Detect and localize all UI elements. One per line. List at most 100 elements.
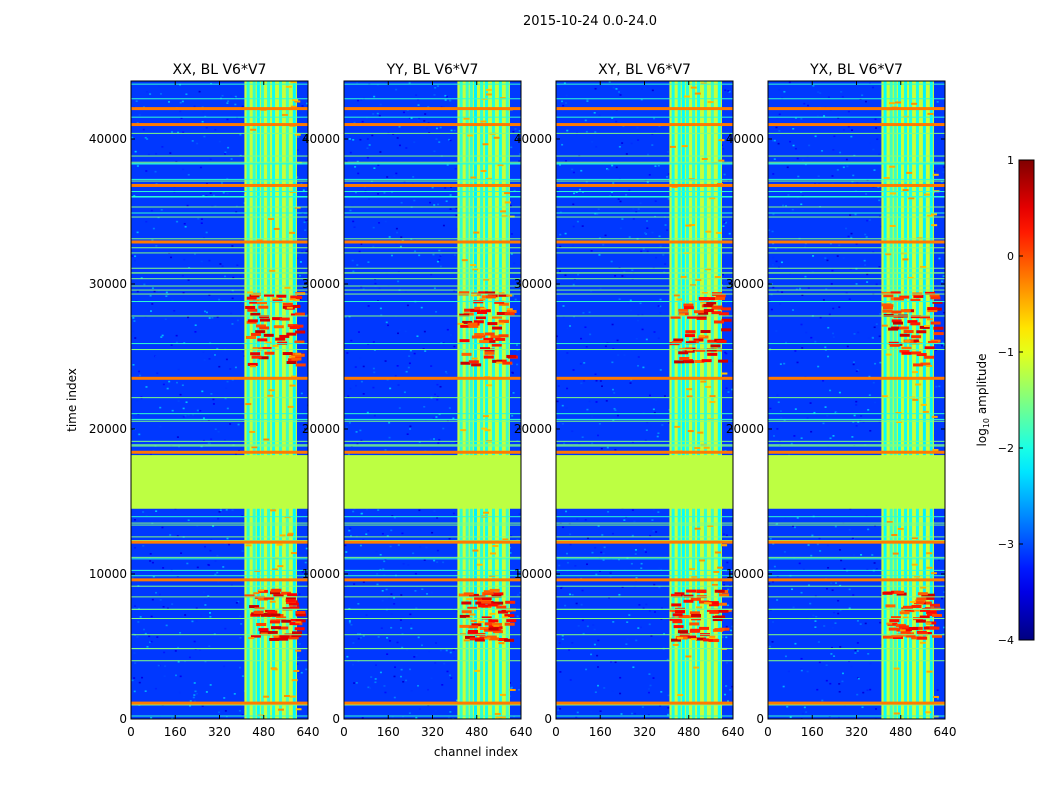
rfi-blob — [485, 88, 492, 91]
rfi-blob — [683, 599, 694, 603]
rfi-blob — [670, 593, 681, 597]
noise-cell — [225, 358, 228, 361]
noise-cell — [873, 562, 876, 564]
noise-cell — [229, 423, 232, 425]
noise-cell — [846, 165, 849, 168]
rfi-blob — [474, 333, 485, 337]
noise-cell — [723, 221, 726, 223]
noise-cell — [603, 687, 606, 689]
noise-cell — [628, 189, 631, 192]
rfi-blob — [713, 570, 720, 573]
rfi-blob — [472, 549, 479, 552]
noise-cell — [146, 91, 149, 93]
noise-cell — [727, 391, 730, 393]
rfi-blob — [714, 276, 721, 279]
noise-cell — [517, 423, 520, 426]
rfi-blob — [680, 275, 687, 278]
noise-cell — [559, 671, 562, 673]
noise-cell — [218, 365, 221, 368]
rfi-blob — [290, 304, 301, 308]
noise-cell — [601, 385, 604, 388]
rfi-blob — [473, 231, 480, 234]
noise-cell — [607, 511, 610, 513]
noise-cell — [562, 526, 565, 529]
noise-cell — [345, 426, 348, 428]
rfi-blob — [890, 616, 901, 620]
noise-cell — [212, 403, 215, 405]
noise-cell — [202, 195, 205, 197]
noise-cell — [396, 137, 399, 139]
noise-cell — [939, 289, 942, 292]
noise-cell — [362, 365, 365, 368]
noise-cell — [794, 350, 797, 352]
noise-cell — [406, 649, 409, 651]
flag-stripe — [556, 161, 733, 163]
rfi-blob — [493, 601, 504, 605]
noise-cell — [647, 714, 650, 716]
noise-cell — [413, 239, 416, 242]
noise-cell — [722, 581, 725, 583]
noise-cell — [161, 526, 164, 529]
noise-cell — [879, 644, 882, 646]
rfi-blob — [250, 634, 261, 638]
rfi-blob — [506, 308, 513, 311]
noise-cell — [360, 512, 363, 515]
noise-cell — [377, 636, 380, 638]
noise-cell — [394, 666, 397, 668]
noise-cell — [509, 204, 512, 207]
panel-title: YX, BL V6*V7 — [809, 62, 903, 78]
noise-cell — [777, 401, 780, 404]
noise-cell — [569, 533, 572, 536]
rfi-blob — [698, 311, 709, 315]
noise-cell — [780, 261, 783, 264]
noise-cell — [585, 668, 588, 671]
rfi-blob — [896, 421, 903, 424]
noise-cell — [402, 680, 405, 683]
noise-cell — [379, 307, 382, 310]
rfi-blob — [919, 325, 930, 329]
noise-cell — [663, 271, 666, 273]
rfi-blob — [916, 330, 927, 334]
noise-cell — [941, 280, 944, 283]
rfi-column — [889, 81, 893, 719]
noise-cell — [430, 273, 433, 276]
noise-cell — [435, 416, 438, 418]
rfi-blob — [694, 92, 701, 95]
noise-cell — [779, 363, 782, 365]
noise-cell — [159, 599, 162, 601]
noise-cell — [876, 138, 879, 141]
rfi-column — [883, 81, 887, 719]
noise-cell — [812, 255, 815, 257]
noise-cell — [792, 309, 795, 311]
rfi-column — [473, 81, 477, 719]
noise-cell — [409, 428, 412, 430]
rfi-blob — [460, 429, 467, 432]
rfi-blob — [678, 313, 685, 316]
noise-cell — [136, 453, 139, 456]
y-tick-label: 20000 — [302, 422, 340, 436]
noise-cell — [843, 568, 846, 570]
rfi-blob — [917, 636, 928, 640]
rfi-blob — [286, 306, 293, 309]
rfi-blob — [721, 328, 732, 332]
rfi-blob — [271, 588, 282, 592]
noise-cell — [634, 553, 637, 555]
rfi-blob — [694, 447, 701, 450]
rfi-blob — [460, 361, 471, 365]
noise-cell — [207, 563, 210, 566]
rfi-blob — [714, 628, 725, 632]
flag-stripe — [131, 98, 308, 100]
noise-cell — [234, 366, 237, 369]
noise-cell — [417, 119, 420, 122]
noise-cell — [424, 419, 427, 421]
noise-cell — [576, 711, 579, 714]
noise-cell — [366, 156, 369, 159]
rfi-blob — [272, 317, 283, 321]
x-tick-label: 480 — [252, 725, 275, 739]
noise-cell — [768, 582, 771, 585]
noise-cell — [410, 117, 413, 120]
x-tick-label: 640 — [510, 725, 533, 739]
noise-cell — [772, 256, 775, 259]
noise-cell — [723, 173, 726, 176]
